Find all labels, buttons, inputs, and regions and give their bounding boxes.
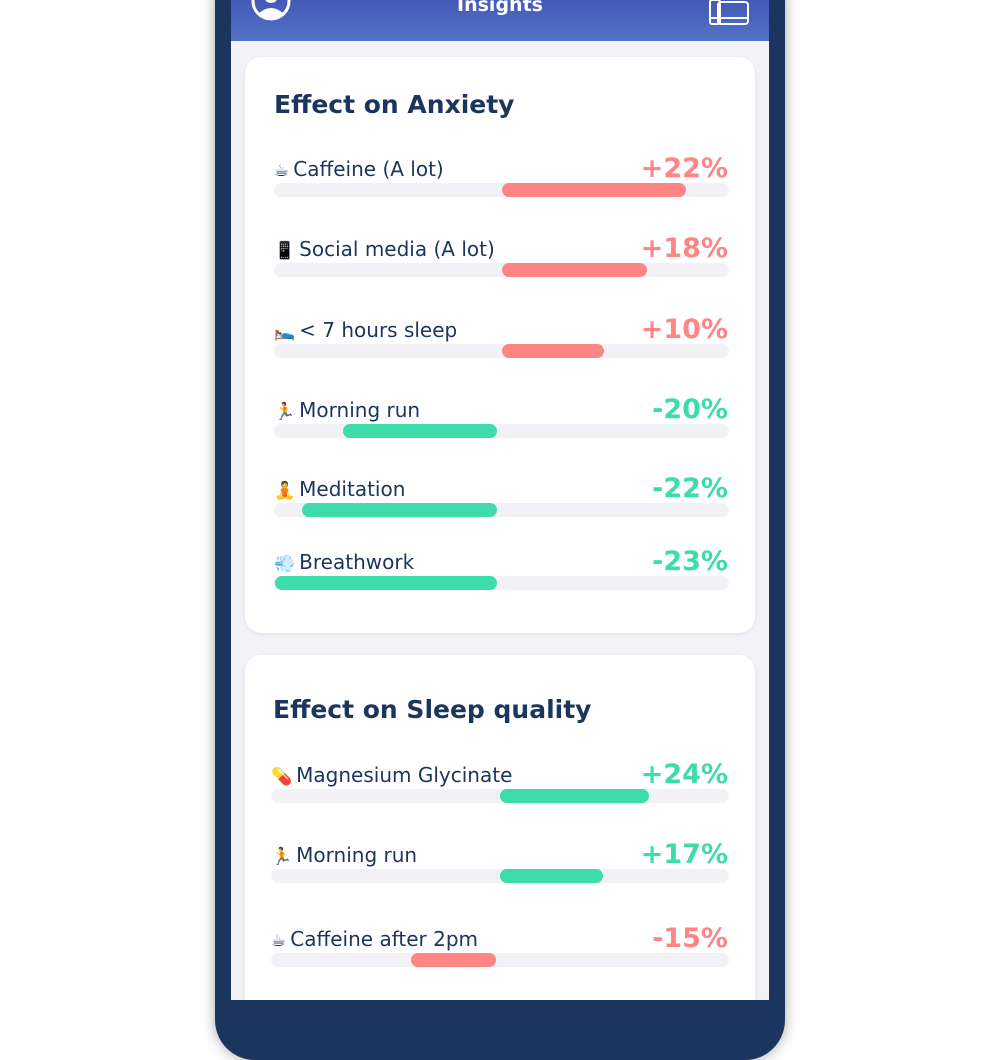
- effect-row: 📱 Social media (A lot) +18%: [245, 233, 755, 287]
- effect-label-text: Social media (A lot): [299, 237, 495, 261]
- effect-value: -22%: [652, 473, 728, 504]
- runner-icon: 🏃: [274, 402, 296, 422]
- effect-row: ☕ Caffeine after 2pm -15%: [245, 923, 755, 977]
- effect-bar-fill: [500, 869, 604, 883]
- library-icon[interactable]: [708, 0, 750, 26]
- anxiety-effect-card: Effect on Anxiety ☕ Caffeine (A lot) +22% 📱…: [245, 57, 755, 633]
- effect-bar-track: [271, 789, 729, 803]
- effect-bar-track: [271, 953, 729, 967]
- effect-bar-fill: [411, 953, 496, 967]
- effect-label: 🏃 Morning run: [271, 843, 417, 867]
- effect-value: -15%: [652, 923, 728, 954]
- effect-row: 🏃 Morning run +17%: [245, 839, 755, 893]
- effect-value: -23%: [652, 546, 728, 577]
- effect-value: +18%: [640, 233, 728, 264]
- pill-icon: 💊: [271, 767, 293, 787]
- effect-value: -20%: [652, 394, 728, 425]
- effect-label-text: Breathwork: [299, 550, 415, 574]
- effect-label-text: < 7 hours sleep: [299, 318, 458, 342]
- effect-label-text: Morning run: [296, 843, 418, 867]
- effect-bar-fill: [342, 424, 498, 438]
- effect-label: 🧘 Meditation: [274, 477, 405, 501]
- header-bar: Insights: [231, 0, 769, 41]
- effect-label: 🏃 Morning run: [274, 398, 420, 422]
- effect-bar-fill: [501, 344, 604, 358]
- card-title: Effect on Anxiety: [274, 90, 515, 119]
- effect-label: 💊 Magnesium Glycinate: [271, 763, 512, 787]
- effect-label-text: Meditation: [299, 477, 406, 501]
- effect-label: 💨 Breathwork: [274, 550, 414, 574]
- app-screen: Insights Effect on Anxiety ☕ Caffeine (A …: [231, 0, 769, 1000]
- page-title: Insights: [457, 0, 543, 16]
- effect-bar-fill: [274, 576, 498, 590]
- effect-row: 🏃 Morning run -20%: [245, 394, 755, 448]
- effect-row: 🧘 Meditation -22%: [245, 473, 755, 527]
- effect-bar-track: [274, 424, 729, 438]
- bed-icon: 🛌: [274, 322, 296, 342]
- effect-bar-fill: [301, 503, 498, 517]
- coffee-icon: ☕: [274, 161, 290, 181]
- effect-bar-fill: [501, 183, 686, 197]
- effect-label-text: Magnesium Glycinate: [296, 763, 513, 787]
- effect-value: +22%: [640, 153, 728, 184]
- effect-bar-track: [271, 869, 729, 883]
- effect-label-text: Caffeine after 2pm: [290, 927, 479, 951]
- effect-label-text: Caffeine (A lot): [293, 157, 444, 181]
- runner-icon: 🏃: [271, 847, 293, 867]
- effect-value: +24%: [640, 759, 728, 790]
- effect-bar-fill: [500, 789, 649, 803]
- coffee-icon: ☕: [271, 931, 287, 951]
- breath-icon: 💨: [274, 554, 296, 574]
- profile-icon[interactable]: [251, 0, 291, 24]
- effect-bar-track: [274, 183, 729, 197]
- effect-label: ☕ Caffeine (A lot): [274, 157, 444, 181]
- effect-bar-track: [274, 576, 729, 590]
- effect-row: 💊 Magnesium Glycinate +24%: [245, 759, 755, 813]
- phone-icon: 📱: [274, 241, 296, 261]
- effect-bar-track: [274, 503, 729, 517]
- effect-value: +17%: [640, 839, 728, 870]
- card-title: Effect on Sleep quality: [273, 695, 592, 724]
- effect-bar-fill: [501, 263, 648, 277]
- effect-label: ☕ Caffeine after 2pm: [271, 927, 478, 951]
- sleep-effect-card: Effect on Sleep quality 💊 Magnesium Glyci…: [245, 655, 755, 1000]
- effect-bar-track: [274, 263, 729, 277]
- meditation-icon: 🧘: [274, 481, 296, 501]
- effect-label: 📱 Social media (A lot): [274, 237, 495, 261]
- effect-row: ☕ Caffeine (A lot) +22%: [245, 153, 755, 207]
- effect-value: +10%: [640, 314, 728, 345]
- effect-row: 💨 Breathwork -23%: [245, 546, 755, 600]
- effect-bar-track: [274, 344, 729, 358]
- effect-label-text: Morning run: [299, 398, 421, 422]
- effect-row: 🛌 < 7 hours sleep +10%: [245, 314, 755, 368]
- effect-label: 🛌 < 7 hours sleep: [274, 318, 457, 342]
